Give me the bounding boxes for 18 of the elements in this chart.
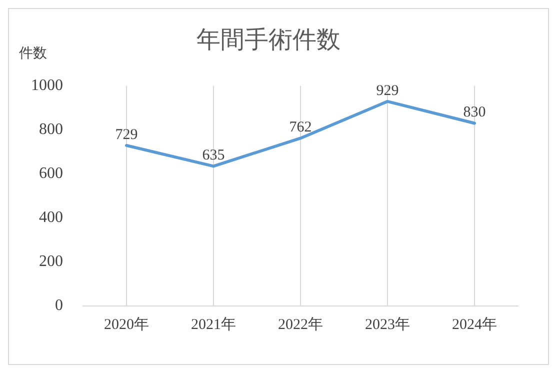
- data-label: 729: [115, 126, 138, 143]
- data-label: 929: [376, 82, 399, 99]
- data-label: 762: [289, 120, 312, 136]
- data-label: 830: [463, 104, 486, 121]
- x-tick-label: 2023年: [365, 316, 410, 333]
- y-tick-label: 0: [55, 297, 63, 314]
- y-tick-label: 800: [39, 121, 63, 138]
- y-tick-label: 400: [39, 209, 63, 226]
- y-axis-title: 件数: [19, 46, 47, 62]
- chart-title: 年間手術件数: [196, 26, 340, 54]
- y-tick-label: 600: [39, 165, 63, 182]
- y-tick-label: 1000: [31, 77, 63, 94]
- x-tick-label: 2021年: [191, 316, 236, 333]
- x-tick-label: 2022年: [278, 316, 323, 333]
- x-tick-label: 2024年: [452, 316, 497, 333]
- x-tick-label: 2020年: [104, 316, 149, 333]
- data-label: 635: [202, 148, 225, 164]
- y-tick-label: 200: [39, 253, 63, 270]
